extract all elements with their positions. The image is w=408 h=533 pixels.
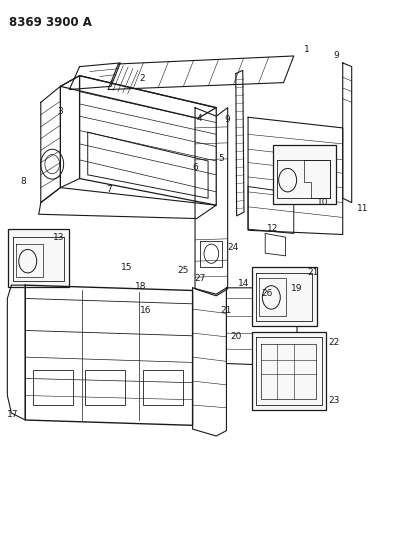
Text: 5: 5	[218, 155, 224, 163]
Text: 4: 4	[196, 114, 202, 123]
Text: 18: 18	[135, 282, 146, 291]
Bar	[252, 266, 317, 326]
Text: 27: 27	[194, 274, 206, 282]
Text: 1: 1	[304, 45, 310, 54]
Text: 20: 20	[230, 333, 242, 341]
Text: 26: 26	[262, 289, 273, 297]
Text: 23: 23	[328, 397, 339, 405]
Text: 22: 22	[328, 338, 339, 346]
Text: 19: 19	[291, 285, 303, 293]
Text: 9: 9	[225, 116, 231, 124]
Text: 6: 6	[192, 164, 198, 172]
Text: 3: 3	[58, 108, 63, 116]
Bar	[33, 370, 73, 405]
Bar	[8, 229, 69, 287]
Bar	[143, 370, 183, 405]
Text: 8369 3900 A: 8369 3900 A	[9, 16, 92, 29]
Text: 2: 2	[139, 75, 145, 83]
Bar	[252, 332, 326, 410]
Text: 24: 24	[227, 244, 238, 252]
Text: 14: 14	[238, 279, 250, 288]
Text: 9: 9	[334, 52, 339, 60]
Bar	[85, 370, 125, 405]
Text: 15: 15	[121, 263, 132, 272]
Text: 13: 13	[53, 233, 65, 241]
Text: 25: 25	[177, 266, 188, 275]
Text: 12: 12	[267, 224, 278, 232]
Text: 17: 17	[7, 410, 19, 419]
Text: 11: 11	[357, 205, 369, 213]
Text: 21: 21	[308, 269, 319, 277]
Text: 8: 8	[21, 177, 27, 185]
Text: 16: 16	[140, 306, 152, 314]
Text: 21: 21	[221, 306, 232, 314]
Text: 7: 7	[106, 185, 112, 193]
Text: 10: 10	[317, 198, 329, 207]
Bar	[273, 145, 336, 204]
